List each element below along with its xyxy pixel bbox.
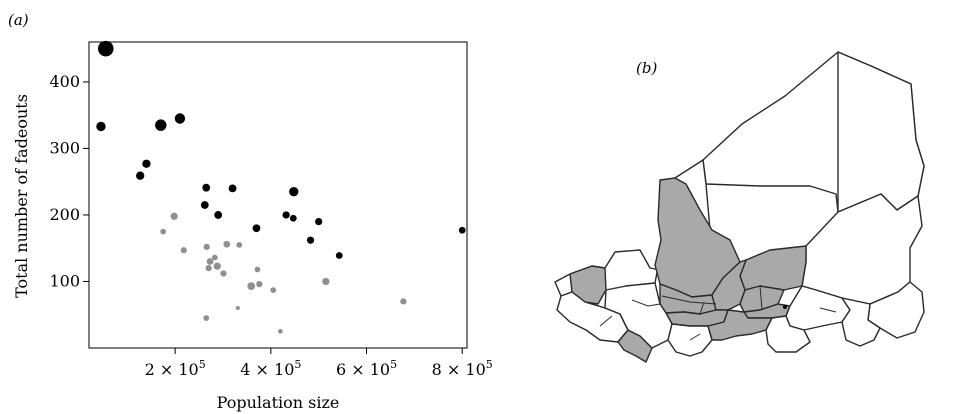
scatter-point-grey bbox=[206, 258, 214, 265]
scatter-point-grey bbox=[203, 243, 210, 251]
map-region-niger-agadez bbox=[739, 245, 807, 291]
scatter-point-grey bbox=[220, 270, 227, 277]
y-tick-label: 400 bbox=[49, 72, 80, 91]
y-tick-label: 300 bbox=[49, 138, 80, 157]
scatter-point-black bbox=[136, 171, 145, 180]
scatter-point-black bbox=[335, 252, 343, 259]
scatter-point-grey bbox=[235, 306, 240, 311]
scatter-point-black bbox=[228, 184, 237, 193]
scatter-point-black bbox=[202, 183, 211, 192]
y-tick-label: 100 bbox=[49, 271, 80, 290]
map-region-nigeria-south bbox=[765, 315, 811, 353]
scatter-point-black bbox=[96, 121, 106, 132]
scatter-point-grey bbox=[213, 262, 221, 270]
y-ticks: 100 200 300 400 bbox=[49, 72, 89, 290]
map-inner-boundary bbox=[599, 285, 837, 341]
x-tick-label-exponent: 5 bbox=[486, 358, 493, 371]
x-axis-label: Population size bbox=[217, 393, 340, 412]
x-tick-label-base: 2 × 10 bbox=[145, 360, 199, 379]
scatter-point-black bbox=[458, 226, 466, 234]
scatter-point-grey bbox=[170, 212, 178, 220]
x-tick-label: 2 × 105 bbox=[145, 358, 206, 379]
x-tick-label-exponent: 5 bbox=[390, 358, 397, 371]
x-tick-label-base: 8 × 10 bbox=[432, 360, 486, 379]
plot-frame bbox=[88, 41, 468, 349]
scatter-point-grey bbox=[322, 277, 330, 286]
scatter-point-grey bbox=[211, 254, 218, 261]
x-tick-label-base: 4 × 10 bbox=[240, 360, 294, 379]
map-region-cameroon bbox=[841, 297, 881, 347]
x-tick-label-exponent: 5 bbox=[294, 358, 301, 371]
scatter-point-black bbox=[282, 211, 290, 219]
x-ticks: 2 × 105 4 × 105 6 × 105 8 × 105 bbox=[145, 348, 493, 379]
y-axis-label: Total number of fadeouts bbox=[12, 94, 31, 298]
scatter-point-grey bbox=[180, 247, 187, 254]
scatter-points bbox=[96, 40, 466, 334]
scatter-point-black bbox=[97, 40, 114, 57]
scatter-point-grey bbox=[247, 282, 256, 291]
x-tick-label: 8 × 105 bbox=[432, 358, 493, 379]
scatter-point-grey bbox=[203, 315, 210, 321]
scatter-point-black bbox=[315, 217, 323, 226]
scatter-point-black bbox=[252, 224, 261, 233]
scatter-point-grey bbox=[223, 240, 231, 248]
scatter-point-black bbox=[155, 119, 167, 131]
map-capital-dot bbox=[783, 305, 787, 309]
scatter-point-grey bbox=[236, 242, 243, 248]
x-tick-label-base: 6 × 10 bbox=[336, 360, 390, 379]
x-tick-label: 4 × 105 bbox=[240, 358, 301, 379]
x-tick-label: 6 × 105 bbox=[336, 358, 397, 379]
scatter-point-black bbox=[289, 186, 299, 197]
x-tick-label-exponent: 5 bbox=[199, 358, 206, 371]
scatter-point-grey bbox=[160, 228, 167, 235]
scatter-point-grey bbox=[270, 287, 277, 293]
scatter-point-black bbox=[306, 236, 315, 244]
panel-a-label: (a) bbox=[8, 11, 29, 29]
scatter-point-grey bbox=[254, 266, 261, 273]
map-west-africa bbox=[554, 51, 925, 363]
scatter-point-grey bbox=[278, 329, 283, 334]
panel-b-label: (b) bbox=[636, 59, 657, 77]
scatter-point-black bbox=[214, 211, 223, 219]
scatter-point-black bbox=[174, 113, 186, 124]
y-tick-label: 200 bbox=[49, 205, 80, 224]
map-region-libya bbox=[837, 51, 925, 213]
scatter-point-grey bbox=[205, 265, 212, 272]
scatter-point-grey bbox=[400, 298, 407, 305]
scatter-point-black bbox=[200, 201, 209, 209]
scatter-point-grey bbox=[256, 281, 263, 288]
scatter-point-black bbox=[142, 159, 151, 168]
scatter-point-black bbox=[289, 214, 297, 222]
